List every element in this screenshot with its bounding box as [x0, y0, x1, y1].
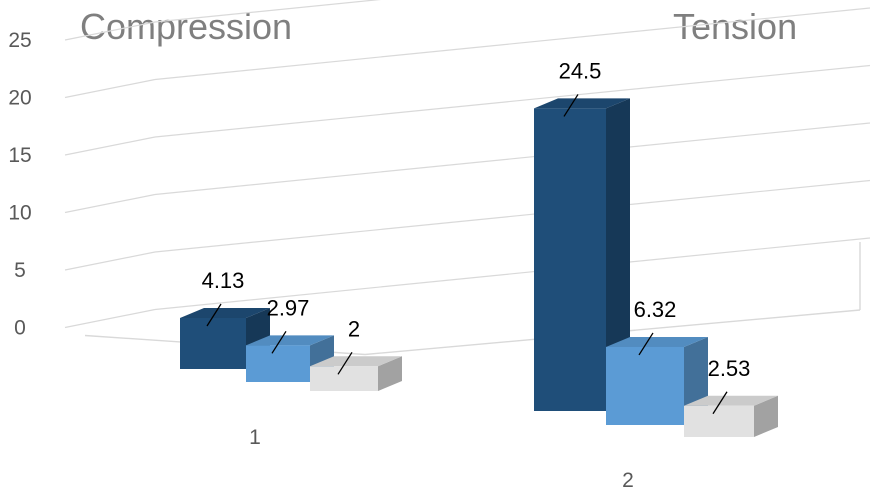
bar-top: [534, 98, 630, 109]
y-tick-label: 0: [14, 317, 26, 340]
bar-top: [684, 395, 778, 406]
y-tick-label: 15: [8, 144, 31, 167]
gridline-side: [64, 193, 156, 214]
data-label: 4.13: [202, 268, 245, 293]
gridline-side: [64, 21, 156, 41]
x-tick-label: 2: [622, 469, 634, 492]
bar-top: [606, 336, 708, 347]
data-label-leader: [712, 391, 728, 415]
y-tick-label: 20: [8, 87, 31, 110]
gridline-back: [154, 237, 871, 311]
bar: [534, 108, 606, 412]
bar-top: [180, 307, 270, 318]
data-label: 24.5: [559, 58, 602, 83]
data-label: 2.53: [708, 356, 751, 381]
gridline-side: [64, 251, 156, 271]
bar: [246, 345, 310, 382]
data-label: 2.97: [267, 295, 310, 320]
bars: [180, 98, 778, 437]
data-label-leader: [337, 351, 353, 375]
data-label-leader: [271, 330, 287, 354]
y-tick-label: 10: [8, 202, 31, 225]
data-label-leader: [638, 332, 654, 356]
x-tick-label: 1: [249, 426, 261, 449]
bar: [310, 366, 378, 391]
data-label: 2: [348, 316, 360, 341]
chart-floor: [84, 242, 861, 356]
gridline-side: [64, 78, 156, 99]
bar: [684, 405, 754, 437]
bar: [180, 317, 246, 369]
gridline-back: [154, 64, 871, 138]
gridline-side: [64, 136, 156, 156]
bar-side: [606, 98, 630, 412]
heading-tension: Tension: [673, 6, 798, 47]
bar: [606, 346, 684, 425]
bar-top: [310, 356, 402, 367]
floor-front-edge: [84, 309, 861, 356]
y-tick-label: 5: [14, 259, 26, 282]
gridline-back: [154, 7, 871, 81]
bar-side: [754, 395, 778, 437]
y-tick-label: 25: [8, 29, 31, 52]
data-label: 6.32: [634, 297, 677, 322]
data-label-leader: [206, 303, 222, 327]
bar-side: [378, 356, 402, 391]
y-axis-ticks: 0 5 10 15 20 25: [8, 29, 31, 340]
data-labels: 4.13 2.97 2 24.5 6.32 2.53: [202, 58, 751, 415]
gridline-side: [64, 308, 156, 329]
gridline-back: [154, 0, 382, 23]
data-label-leader: [563, 94, 579, 117]
bar-top: [246, 335, 334, 346]
gridlines: [64, 0, 871, 329]
gridline-back: [154, 122, 871, 196]
heading-compression: Compression: [80, 6, 293, 47]
x-axis-ticks: 12: [249, 426, 634, 492]
gridline-back: [154, 179, 871, 253]
